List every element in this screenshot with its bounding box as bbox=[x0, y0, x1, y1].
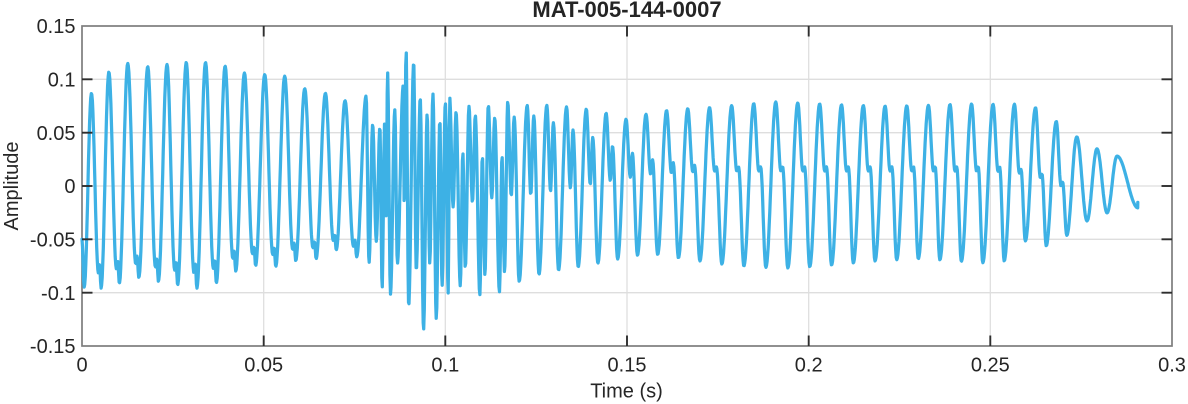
svg-text:0: 0 bbox=[76, 355, 87, 377]
svg-text:0.15: 0.15 bbox=[37, 16, 76, 38]
svg-text:-0.05: -0.05 bbox=[30, 230, 76, 252]
svg-text:0.05: 0.05 bbox=[37, 123, 76, 145]
svg-text:0.05: 0.05 bbox=[244, 355, 283, 377]
svg-text:Time (s): Time (s) bbox=[590, 380, 663, 402]
svg-text:-0.1: -0.1 bbox=[41, 283, 75, 305]
svg-text:0.1: 0.1 bbox=[48, 70, 76, 92]
svg-text:-0.15: -0.15 bbox=[30, 336, 76, 358]
svg-text:0.3: 0.3 bbox=[1158, 355, 1186, 377]
svg-text:MAT-005-144-0007: MAT-005-144-0007 bbox=[532, 0, 721, 22]
svg-text:0: 0 bbox=[64, 176, 75, 198]
svg-text:0.2: 0.2 bbox=[795, 355, 823, 377]
svg-text:0.15: 0.15 bbox=[608, 355, 647, 377]
svg-text:0.25: 0.25 bbox=[971, 355, 1010, 377]
svg-text:Amplitude: Amplitude bbox=[1, 142, 23, 231]
svg-text:0.1: 0.1 bbox=[431, 355, 459, 377]
